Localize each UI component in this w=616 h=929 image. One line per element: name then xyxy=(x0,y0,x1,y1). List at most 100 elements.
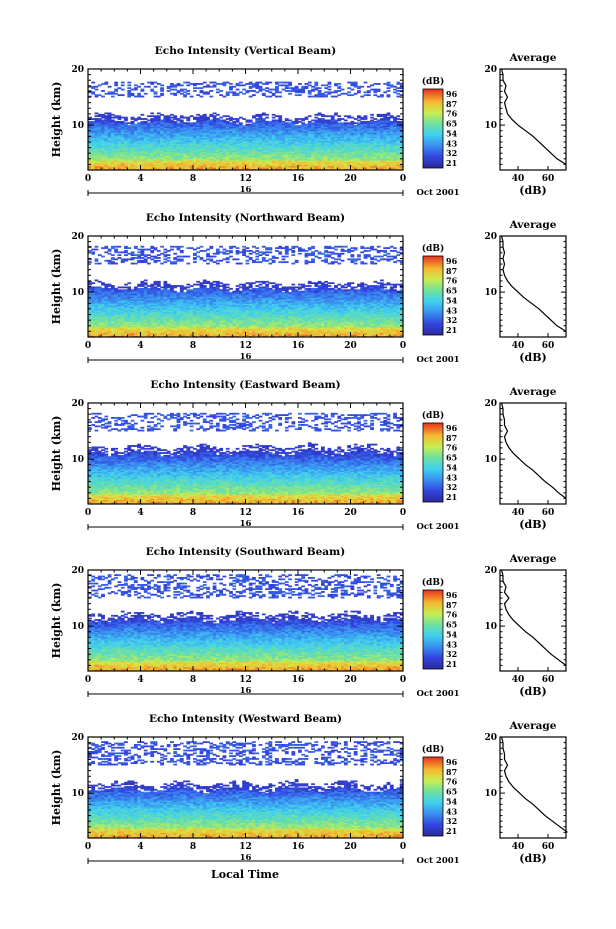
heatmap-cell xyxy=(396,115,400,117)
heatmap-cell xyxy=(314,117,318,119)
heatmap-cell xyxy=(104,112,108,114)
heatmap-cell xyxy=(311,96,315,98)
heatmap-cell xyxy=(341,89,345,91)
heatmap-cell xyxy=(344,120,348,122)
heatmap-cell xyxy=(114,115,118,117)
heatmap-cell xyxy=(370,89,374,91)
average-profile-line xyxy=(502,69,567,164)
heatmap-cell xyxy=(288,122,292,124)
heatmap-cell xyxy=(134,263,138,265)
heatmap-cell xyxy=(150,256,154,258)
heatmap-cell xyxy=(157,115,161,117)
heatmap-cell xyxy=(127,84,131,86)
heatmap-cell xyxy=(396,96,400,98)
heatmap-cell xyxy=(367,90,371,92)
heatmap-cell xyxy=(285,90,289,92)
heatmap-cell xyxy=(180,89,184,91)
heatmap-cell xyxy=(305,117,309,119)
heatmap-cell xyxy=(380,118,384,120)
heatmap-cell xyxy=(147,254,151,256)
heatmap-cell xyxy=(121,121,125,123)
heatmap-cell xyxy=(223,115,227,117)
heatmap-cell xyxy=(364,91,368,93)
heatmap-cell xyxy=(118,115,122,117)
average-x-tick-label: 60 xyxy=(542,174,555,184)
heatmap-cell xyxy=(118,287,122,289)
heatmap-cell xyxy=(141,246,145,248)
heatmap-cell xyxy=(180,93,184,95)
heatmap-cell xyxy=(370,120,374,122)
heatmap-cell xyxy=(101,247,105,249)
heatmap-cell xyxy=(249,96,253,98)
heatmap-cell xyxy=(259,82,263,84)
heatmap-cell xyxy=(383,114,387,116)
heatmap-cell xyxy=(337,118,341,120)
heatmap-cell xyxy=(141,118,145,120)
heatmap-cell xyxy=(360,117,364,119)
heatmap-cell xyxy=(393,117,397,119)
heatmap-cell xyxy=(150,82,154,84)
heatmap-cell xyxy=(131,289,135,291)
heatmap-cell xyxy=(347,82,351,84)
heatmap-cell xyxy=(285,84,289,86)
heatmap-cell xyxy=(144,93,148,95)
heatmap-cell xyxy=(370,84,374,86)
figure: Echo Intensity (Vertical Beam)1020Height… xyxy=(0,0,616,929)
heatmap-cell xyxy=(354,82,358,84)
heatmap-cell xyxy=(255,114,259,116)
heatmap-cell xyxy=(341,118,345,120)
heatmap-cell xyxy=(298,121,302,123)
heatmap-cell xyxy=(236,89,240,91)
heatmap-cell xyxy=(147,82,151,84)
x-tick-label: 16 xyxy=(292,174,305,184)
heatmap-cell xyxy=(104,82,108,84)
heatmap-cell xyxy=(252,94,256,96)
heatmap-cell xyxy=(186,84,190,86)
heatmap-cell xyxy=(131,89,135,91)
average-x-label: (dB) xyxy=(519,184,546,197)
heatmap-cell xyxy=(331,115,335,117)
heatmap-cell xyxy=(370,117,374,119)
heatmap-cell xyxy=(190,83,194,85)
heatmap-cell xyxy=(232,118,236,120)
heatmap-cell xyxy=(98,281,102,283)
average-title: Average xyxy=(509,52,557,64)
heatmap-cell xyxy=(141,96,145,98)
y-tick-label: 10 xyxy=(71,121,84,131)
heatmap-cell xyxy=(262,112,266,114)
heatmap-cell xyxy=(265,90,269,92)
heatmap-cell xyxy=(311,86,315,88)
heatmap-cell xyxy=(373,118,377,120)
heatmap-cell xyxy=(154,96,158,98)
heatmap-cell xyxy=(91,251,95,253)
heatmap-cell xyxy=(180,120,184,122)
heatmap-cell xyxy=(170,83,174,85)
heatmap-cell xyxy=(121,82,125,84)
heatmap-cell xyxy=(144,118,148,120)
heatmap-cell xyxy=(206,117,210,119)
heatmap-cell xyxy=(108,112,112,114)
heatmap-cell xyxy=(314,87,318,89)
heatmap-cell xyxy=(357,122,361,124)
heatmap-cell xyxy=(324,115,328,117)
heatmap-cell xyxy=(200,83,204,85)
heatmap-cell xyxy=(147,122,151,124)
heatmap-cell xyxy=(387,117,391,119)
heatmap-cell xyxy=(108,288,112,290)
heatmap-cell xyxy=(209,114,213,116)
heatmap-cell xyxy=(373,121,377,123)
heatmap-cell xyxy=(183,91,187,93)
heatmap-cell xyxy=(114,82,118,84)
day-label: 16 xyxy=(240,185,252,195)
heatmap-cell xyxy=(154,247,158,249)
heatmap-cell xyxy=(160,114,164,116)
heatmap-cell xyxy=(282,82,286,84)
heatmap-cell xyxy=(101,256,105,258)
heatmap-cell xyxy=(219,90,223,92)
heatmap-cell xyxy=(311,120,315,122)
heatmap-cell xyxy=(137,288,141,290)
heatmap-cell xyxy=(154,256,158,258)
heatmap-cell xyxy=(242,125,246,127)
heatmap-cell xyxy=(108,91,112,93)
heatmap-cell xyxy=(104,284,108,286)
